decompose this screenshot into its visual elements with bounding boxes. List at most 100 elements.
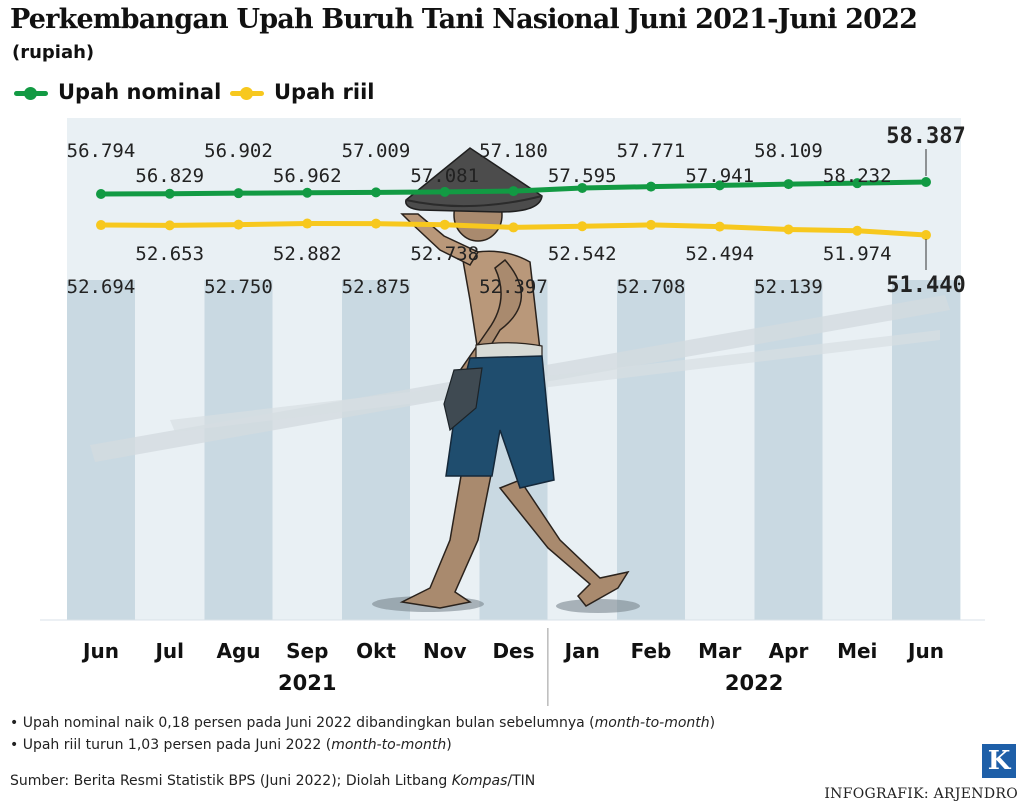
- data-point-riil: [646, 219, 656, 230]
- year-label: 2022: [725, 671, 783, 695]
- farmer-hat: [405, 147, 543, 213]
- value-label-nominal: 58.109: [754, 140, 823, 162]
- farmer-cloth: [443, 367, 483, 432]
- data-point-nominal: [921, 177, 931, 187]
- kompas-logo: K: [982, 744, 1016, 778]
- data-point-nominal: [439, 186, 450, 197]
- value-label-riil: 52.542: [548, 243, 617, 265]
- data-point-riil: [164, 220, 175, 231]
- data-point-riil: [371, 218, 381, 229]
- value-label-nominal: 57.081: [410, 165, 479, 187]
- x-tick-label: Mar: [698, 639, 741, 663]
- data-point-riil: [783, 224, 794, 235]
- value-label-riil: 52.694: [67, 276, 136, 298]
- value-label-nominal: 57.771: [617, 140, 686, 162]
- data-point-nominal: [96, 189, 106, 199]
- value-label-riil: 52.494: [685, 243, 754, 265]
- infographic-credit: INFOGRAFIK: ARJENDRO: [824, 786, 1018, 802]
- value-label-riil: 52.653: [135, 243, 204, 265]
- x-tick-label: Agu: [216, 639, 260, 663]
- value-label-riil: 52.750: [204, 276, 273, 298]
- x-tick-label: Mei: [837, 639, 877, 663]
- value-label-riil: 52.882: [273, 243, 342, 265]
- farmer-illustration: [90, 147, 950, 613]
- year-label: 2021: [278, 671, 336, 695]
- value-label-nominal: 56.962: [273, 165, 342, 187]
- value-label-riil: 51.440: [886, 273, 965, 298]
- source-line: Sumber: Berita Resmi Statistik BPS (Juni…: [10, 773, 535, 789]
- column-band: [617, 280, 685, 620]
- data-point-nominal: [371, 187, 381, 198]
- data-point-riil: [233, 219, 244, 230]
- note-nominal-em: month-to-month: [594, 715, 710, 731]
- x-tick-label: Sep: [286, 639, 328, 663]
- note-nominal-text: • Upah nominal naik 0,18 persen pada Jun…: [10, 715, 595, 731]
- value-label-nominal: 57.180: [479, 140, 548, 162]
- x-tick-label: Jun: [81, 639, 119, 663]
- value-label-riil: 52.397: [479, 276, 548, 298]
- chart-subtitle: (rupiah): [12, 42, 95, 63]
- source-text: Sumber: Berita Resmi Statistik BPS (Juni…: [10, 773, 452, 789]
- value-label-riil: 52.875: [342, 276, 411, 298]
- legend-label-nominal: Upah nominal: [58, 80, 222, 104]
- foot-shadow-right: [556, 599, 640, 613]
- column-band: [204, 280, 273, 620]
- x-axis: Jun Jul Agu Sep Okt Nov Des Jan Feb Mar Apr Mei Jun 2…: [81, 628, 944, 706]
- note-riil-em: month-to-month: [331, 737, 447, 753]
- x-tick-label: Jun: [906, 639, 944, 663]
- chart-title: Perkembangan Upah Buruh Tani Nasional Ju…: [10, 4, 918, 35]
- data-point-nominal: [852, 178, 863, 189]
- data-point-riil: [714, 221, 725, 232]
- legend-label-riil: Upah riil: [274, 80, 375, 104]
- rice-field-shadow-2: [170, 330, 940, 432]
- data-point-riil: [508, 222, 519, 233]
- column-band: [892, 280, 960, 620]
- farmer-leg-front: [399, 469, 493, 609]
- data-point-nominal: [714, 180, 725, 191]
- data-point-nominal: [646, 181, 656, 192]
- data-point-riil: [852, 225, 863, 236]
- value-label-riil: 51.974: [823, 243, 892, 265]
- legend-marker-nominal: [24, 87, 37, 100]
- farmer-hat-brim: [405, 195, 543, 208]
- x-tick-label: Apr: [769, 639, 809, 663]
- value-label-nominal: 58.387: [886, 124, 965, 149]
- data-point-nominal: [233, 188, 244, 199]
- value-label-nominal: 57.009: [342, 140, 411, 162]
- x-tick-label: Des: [492, 639, 534, 663]
- value-label-riil: 52.708: [617, 276, 686, 298]
- note-riil-text: • Upah riil turun 1,03 persen pada Juni …: [10, 737, 332, 753]
- data-point-nominal: [783, 179, 794, 190]
- data-point-riil: [302, 218, 313, 229]
- note-nominal-end: ): [709, 715, 716, 731]
- note-nominal: • Upah nominal naik 0,18 persen pada Jun…: [10, 715, 715, 731]
- column-band: [342, 280, 410, 620]
- value-label-nominal: 56.902: [204, 140, 273, 162]
- data-point-riil: [577, 221, 588, 232]
- source-em: Kompas: [451, 773, 508, 789]
- data-point-riil: [96, 220, 106, 231]
- x-tick-label: Jan: [563, 639, 600, 663]
- data-point-nominal: [302, 187, 313, 198]
- data-point-nominal: [164, 188, 175, 199]
- x-tick-label: Feb: [631, 639, 672, 663]
- series-lines: [96, 177, 931, 240]
- farmer-leg-back: [498, 479, 630, 607]
- data-point-riil: [921, 230, 931, 240]
- data-point-nominal: [577, 182, 588, 193]
- value-label-nominal: 58.232: [823, 165, 892, 187]
- value-label-riil: 52.738: [410, 243, 479, 265]
- x-tick-label: Jul: [153, 639, 184, 663]
- x-tick-label: Okt: [356, 639, 396, 663]
- note-riil-end: ): [446, 737, 452, 753]
- x-tick-label: Nov: [423, 639, 467, 663]
- value-label-nominal: 56.794: [67, 140, 136, 162]
- note-riil: • Upah riil turun 1,03 persen pada Juni …: [10, 737, 452, 753]
- value-label-nominal: 57.595: [548, 165, 617, 187]
- value-label-riil: 52.139: [754, 276, 823, 298]
- data-point-riil: [439, 219, 450, 230]
- source-end: /TIN: [507, 773, 536, 789]
- data-point-nominal: [508, 186, 519, 197]
